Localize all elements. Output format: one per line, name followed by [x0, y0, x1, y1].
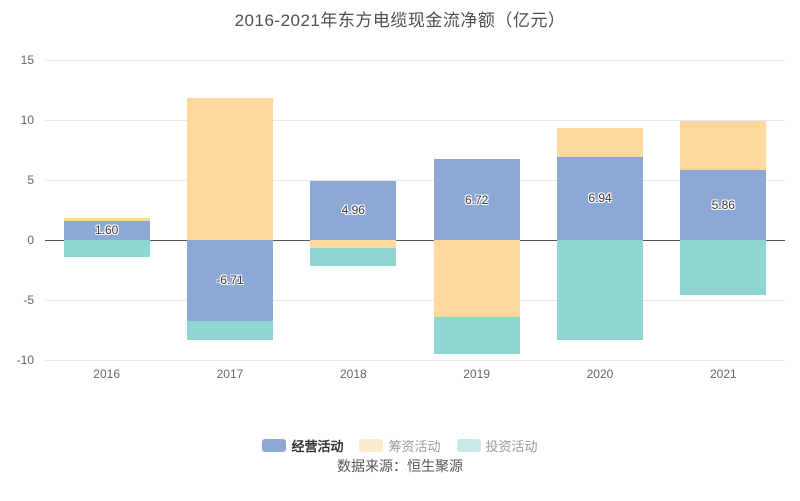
bar-segment-投资活动[interactable] [310, 248, 397, 267]
bar-segment-经营活动[interactable] [310, 180, 397, 240]
gridline [45, 120, 785, 121]
bar-segment-经营活动[interactable] [63, 220, 150, 240]
bar-segment-投资活动[interactable] [433, 316, 520, 354]
legend-swatch-icon [359, 439, 384, 452]
bar-value-label: -6.71 [216, 273, 244, 288]
legend-item-经营活动[interactable]: 经营活动 [262, 436, 343, 455]
x-axis-label: 2016 [93, 367, 120, 381]
bar-segment-投资活动[interactable] [680, 240, 767, 296]
legend-label: 投资活动 [485, 439, 538, 454]
gridline [45, 60, 785, 61]
bar-segment-筹资活动[interactable] [680, 120, 767, 170]
x-axis-label: 2019 [463, 367, 490, 381]
bar-segment-筹资活动[interactable] [187, 98, 273, 240]
y-axis-label: 5 [27, 173, 34, 187]
bar-segment-筹资活动[interactable] [557, 127, 643, 157]
x-axis-label: 2017 [216, 367, 244, 381]
x-axis-label: 2020 [586, 367, 614, 381]
bar-segment-筹资活动[interactable] [433, 240, 520, 317]
bar-segment-经营活动[interactable] [187, 240, 273, 321]
y-axis-label: -10 [16, 353, 34, 367]
bar-segment-经营活动[interactable] [433, 159, 520, 240]
bar-segment-投资活动[interactable] [187, 320, 273, 340]
bar-value-label: 6.94 [588, 191, 612, 206]
y-axis-label: -5 [23, 293, 34, 307]
bar-value-label: 4.96 [341, 203, 365, 218]
x-axis-label: 2018 [339, 367, 367, 381]
y-axis-label: 10 [20, 113, 34, 127]
bar-segment-筹资活动[interactable] [63, 218, 150, 221]
data-source-note: 数据来源：恒生聚源 [337, 458, 463, 474]
chart-title: 2016-2021年东方电缆现金流净额（亿元） [234, 11, 566, 30]
legend-swatch-icon [262, 439, 287, 452]
bar-segment-经营活动[interactable] [680, 169, 767, 240]
gridline [45, 180, 785, 181]
legend-item-投资活动[interactable]: 投资活动 [456, 436, 538, 455]
zero-axis-line [45, 240, 785, 241]
bar-segment-投资活动[interactable] [63, 240, 150, 257]
bar-segment-筹资活动[interactable] [310, 240, 397, 249]
bar-value-label: 1.60 [95, 223, 119, 238]
y-axis-label: 15 [20, 53, 34, 67]
legend-item-筹资活动[interactable]: 筹资活动 [359, 436, 441, 455]
legend-swatch-icon [456, 439, 481, 452]
legend-label: 筹资活动 [388, 439, 441, 454]
gridline [45, 360, 785, 361]
legend: 经营活动 筹资活动 投资活动 [0, 436, 800, 455]
x-axis-label: 2021 [709, 367, 737, 381]
bar-value-label: 6.72 [465, 192, 489, 207]
legend-label: 经营活动 [291, 439, 344, 454]
gridline [45, 300, 785, 301]
bar-value-label: 5.86 [711, 197, 735, 212]
bar-segment-经营活动[interactable] [557, 156, 643, 240]
y-axis-label: 0 [27, 233, 34, 247]
bar-segment-投资活动[interactable] [557, 240, 643, 340]
